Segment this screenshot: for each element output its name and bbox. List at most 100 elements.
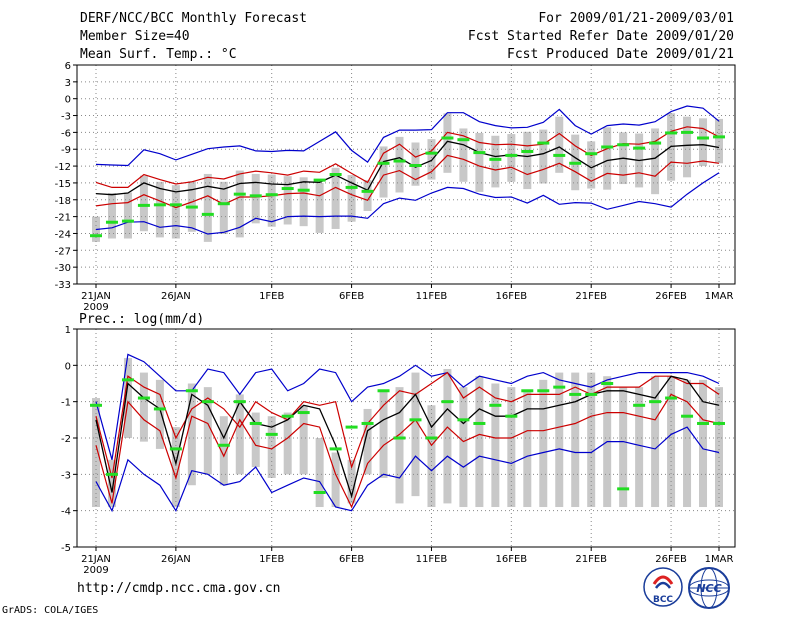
obs-marker bbox=[601, 382, 614, 385]
obs-marker bbox=[521, 149, 534, 153]
obs-marker bbox=[329, 447, 342, 451]
obs-marker bbox=[633, 403, 646, 407]
spread-box bbox=[219, 416, 228, 486]
x-tick-label: 26FEB bbox=[655, 554, 687, 565]
y-tick-label: -12 bbox=[55, 162, 71, 173]
spread-box bbox=[92, 398, 100, 508]
precipitation-title: Prec.: log(mm/d) bbox=[79, 312, 204, 327]
obs-marker bbox=[313, 491, 326, 494]
x-tick-label: 11FEB bbox=[416, 554, 448, 565]
x-tick-label: 1FEB bbox=[259, 291, 284, 302]
spread-box bbox=[107, 459, 116, 508]
y-tick-label: 0 bbox=[65, 95, 71, 106]
y-tick-label: -4 bbox=[61, 507, 71, 518]
spread-box bbox=[171, 185, 180, 239]
spread-box bbox=[587, 141, 596, 189]
obs-marker bbox=[377, 161, 390, 165]
obs-marker bbox=[569, 392, 582, 396]
obs-marker bbox=[457, 138, 470, 142]
spread-box bbox=[443, 368, 452, 504]
obs-marker bbox=[249, 194, 262, 198]
series-min-line bbox=[95, 426, 720, 513]
spread-box bbox=[315, 182, 324, 233]
spread-box bbox=[507, 387, 516, 508]
y-tick-label: -1 bbox=[61, 398, 71, 409]
x-tick-label: 26JAN bbox=[161, 291, 191, 302]
spread-box bbox=[395, 387, 404, 504]
obs-marker bbox=[457, 418, 470, 422]
y-tick-label: -3 bbox=[61, 112, 71, 123]
y-tick-label: 1 bbox=[65, 325, 71, 336]
bcc-logo: BCC bbox=[643, 567, 683, 607]
y-tick-label: -3 bbox=[61, 470, 71, 481]
spread-box bbox=[619, 387, 628, 508]
obs-marker bbox=[105, 472, 118, 476]
spread-box bbox=[491, 135, 500, 188]
spread-box bbox=[315, 438, 324, 508]
spread-box bbox=[571, 372, 580, 508]
y-tick-label: -33 bbox=[55, 280, 71, 291]
spread-box bbox=[283, 412, 292, 475]
spread-box bbox=[363, 180, 372, 211]
y-tick-label: -9 bbox=[61, 145, 71, 156]
obs-marker bbox=[681, 130, 694, 134]
x-tick-label: 26JAN bbox=[161, 554, 191, 565]
source-url[interactable]: http://cmdp.ncc.cma.gov.cn bbox=[77, 581, 281, 596]
obs-marker bbox=[473, 421, 486, 425]
obs-marker bbox=[217, 443, 230, 447]
spread-box bbox=[123, 192, 132, 239]
spread-box bbox=[555, 116, 564, 173]
obs-marker bbox=[249, 421, 262, 425]
spread-box bbox=[251, 173, 260, 224]
spread-box bbox=[699, 118, 708, 167]
year-label: 2009 bbox=[83, 302, 108, 313]
x-tick-label: 6FEB bbox=[339, 554, 364, 565]
y-tick-label: -15 bbox=[55, 179, 71, 190]
x-tick-label: 21JAN bbox=[81, 554, 111, 565]
spread-box bbox=[219, 181, 228, 235]
obs-marker bbox=[265, 193, 278, 197]
spread-box bbox=[555, 372, 564, 508]
spread-box bbox=[283, 176, 292, 225]
spread-box bbox=[299, 177, 308, 227]
obs-marker bbox=[265, 432, 278, 436]
obs-marker bbox=[121, 378, 134, 382]
spread-box bbox=[539, 129, 548, 184]
y-tick-label: 3 bbox=[65, 78, 71, 89]
obs-marker bbox=[137, 396, 150, 400]
obs-marker bbox=[137, 203, 150, 207]
obs-marker bbox=[90, 234, 102, 238]
spread-box bbox=[651, 376, 660, 508]
forecast-started: Fcst Started Refer Date 2009/01/20 bbox=[467, 29, 734, 44]
obs-marker bbox=[681, 414, 694, 418]
obs-marker bbox=[393, 436, 406, 440]
x-tick-label: 21FEB bbox=[575, 291, 607, 302]
obs-marker bbox=[345, 425, 358, 429]
spread-box bbox=[235, 170, 244, 238]
y-tick-label: 0 bbox=[65, 361, 71, 372]
spread-box bbox=[267, 416, 276, 478]
spread-box bbox=[459, 387, 468, 508]
obs-marker bbox=[601, 145, 614, 149]
spread-box bbox=[427, 405, 436, 508]
obs-marker bbox=[409, 164, 422, 168]
obs-marker bbox=[153, 203, 166, 207]
spread-box bbox=[635, 387, 644, 508]
y-tick-label: -5 bbox=[61, 543, 71, 554]
y-tick-label: -24 bbox=[55, 229, 71, 240]
series-min-line bbox=[95, 172, 720, 235]
y-tick-label: -18 bbox=[55, 196, 71, 207]
forecast-produced: Fcst Produced Date 2009/01/21 bbox=[507, 47, 734, 62]
series-max-line bbox=[95, 105, 720, 167]
x-tick-label: 11FEB bbox=[416, 291, 448, 302]
obs-marker bbox=[281, 414, 294, 418]
panel-precipitation: 1 0 -1 -2 -3 -4 -5 21JAN 26JAN 1FEB 6FEB 11FEB 16FEB… bbox=[61, 325, 736, 576]
spread-box bbox=[651, 128, 660, 195]
obs-marker bbox=[665, 396, 678, 400]
x-tick-label: 21JAN bbox=[81, 291, 111, 302]
spread-box bbox=[603, 127, 612, 190]
obs-marker bbox=[169, 447, 182, 451]
obs-marker bbox=[633, 146, 646, 150]
obs-marker bbox=[537, 389, 550, 393]
